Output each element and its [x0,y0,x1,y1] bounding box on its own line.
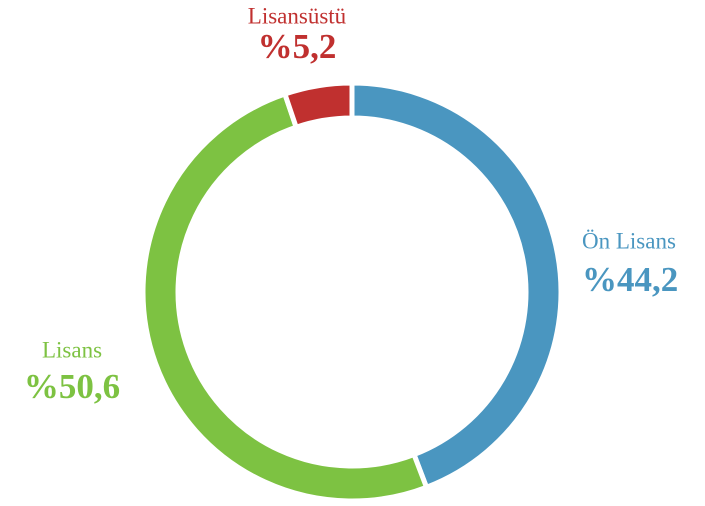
donut-segment [140,90,430,504]
segment-label: Lisansüstü [248,3,347,28]
segment-value: %44,2 [582,260,678,299]
donut-segment [281,80,355,131]
donut-segment [349,80,564,491]
segment-label: Ön Lisans [582,228,676,253]
segment-value: %50,6 [24,367,120,406]
segment-label: Lisans [42,337,102,362]
segment-value: %5,2 [258,27,337,66]
